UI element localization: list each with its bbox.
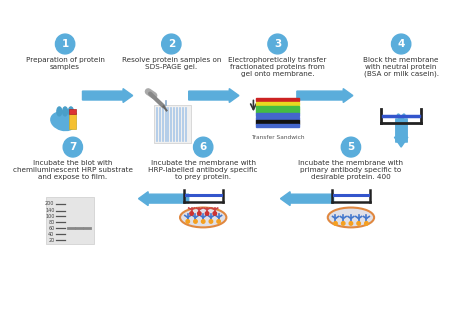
Text: Electrophoretically transfer
fractionated proteins from
gel onto membrane.: Electrophoretically transfer fractionate… bbox=[228, 57, 327, 77]
Circle shape bbox=[334, 222, 337, 225]
Text: 40: 40 bbox=[48, 232, 55, 237]
Bar bbox=[69, 109, 76, 114]
Text: Preparation of protein
samples: Preparation of protein samples bbox=[26, 57, 105, 70]
Circle shape bbox=[198, 212, 201, 215]
Bar bbox=[256, 120, 299, 123]
Circle shape bbox=[217, 220, 220, 223]
Circle shape bbox=[209, 220, 213, 223]
Circle shape bbox=[193, 137, 213, 157]
Text: 4: 4 bbox=[398, 39, 405, 49]
Bar bbox=[256, 117, 299, 120]
Circle shape bbox=[63, 137, 82, 157]
Text: 3: 3 bbox=[274, 39, 281, 49]
Bar bbox=[256, 98, 299, 101]
Ellipse shape bbox=[68, 107, 73, 116]
Text: 7: 7 bbox=[69, 142, 76, 152]
Text: Transfer Sandwich: Transfer Sandwich bbox=[251, 135, 304, 140]
Bar bbox=[256, 124, 299, 127]
Text: Incubate the membrane with
HRP-labelled antibody specific
to prey protein.: Incubate the membrane with HRP-labelled … bbox=[148, 160, 258, 180]
Circle shape bbox=[365, 222, 368, 225]
Bar bbox=[46, 197, 94, 244]
FancyArrow shape bbox=[189, 89, 239, 102]
FancyArrow shape bbox=[394, 129, 408, 147]
Circle shape bbox=[341, 222, 345, 225]
FancyArrow shape bbox=[82, 89, 133, 102]
Ellipse shape bbox=[328, 208, 374, 227]
Ellipse shape bbox=[51, 112, 75, 130]
Circle shape bbox=[194, 220, 197, 223]
Circle shape bbox=[268, 34, 287, 54]
FancyArrow shape bbox=[138, 192, 189, 206]
Circle shape bbox=[55, 34, 75, 54]
Text: 100: 100 bbox=[45, 214, 55, 219]
Circle shape bbox=[349, 222, 353, 225]
Text: 6: 6 bbox=[200, 142, 207, 152]
Circle shape bbox=[341, 137, 361, 157]
Bar bbox=[256, 106, 299, 109]
Ellipse shape bbox=[63, 107, 67, 116]
Text: Incubate the blot with
chemiluminescent HRP substrate
and expose to film.: Incubate the blot with chemiluminescent … bbox=[13, 160, 133, 180]
Text: 20: 20 bbox=[48, 238, 55, 243]
Text: Block the membrane
with neutral protein
(BSA or milk casein).: Block the membrane with neutral protein … bbox=[364, 57, 439, 77]
Circle shape bbox=[357, 222, 360, 225]
Circle shape bbox=[392, 34, 411, 54]
Bar bbox=[256, 113, 299, 116]
FancyArrow shape bbox=[281, 192, 334, 206]
Text: 80: 80 bbox=[48, 220, 55, 225]
Text: 60: 60 bbox=[48, 226, 55, 231]
Circle shape bbox=[162, 34, 181, 54]
Text: 5: 5 bbox=[347, 142, 355, 152]
Bar bbox=[154, 106, 191, 143]
Circle shape bbox=[190, 212, 193, 215]
Text: 2: 2 bbox=[168, 39, 175, 49]
Bar bbox=[256, 109, 299, 112]
Text: 200: 200 bbox=[45, 201, 55, 206]
Circle shape bbox=[201, 220, 205, 223]
Ellipse shape bbox=[180, 208, 227, 227]
Text: 1: 1 bbox=[62, 39, 69, 49]
Bar bbox=[69, 113, 76, 129]
Text: 140: 140 bbox=[45, 208, 55, 213]
Bar bbox=[256, 102, 299, 105]
Circle shape bbox=[205, 212, 209, 215]
Text: Incubate the membrane with
primary antibody specific to
desirable protein. 400: Incubate the membrane with primary antib… bbox=[299, 160, 403, 180]
Circle shape bbox=[186, 220, 190, 223]
FancyArrow shape bbox=[297, 89, 353, 102]
Circle shape bbox=[213, 212, 217, 215]
Ellipse shape bbox=[57, 107, 62, 116]
Text: Resolve protein samples on
SDS-PAGE gel.: Resolve protein samples on SDS-PAGE gel. bbox=[122, 57, 221, 70]
